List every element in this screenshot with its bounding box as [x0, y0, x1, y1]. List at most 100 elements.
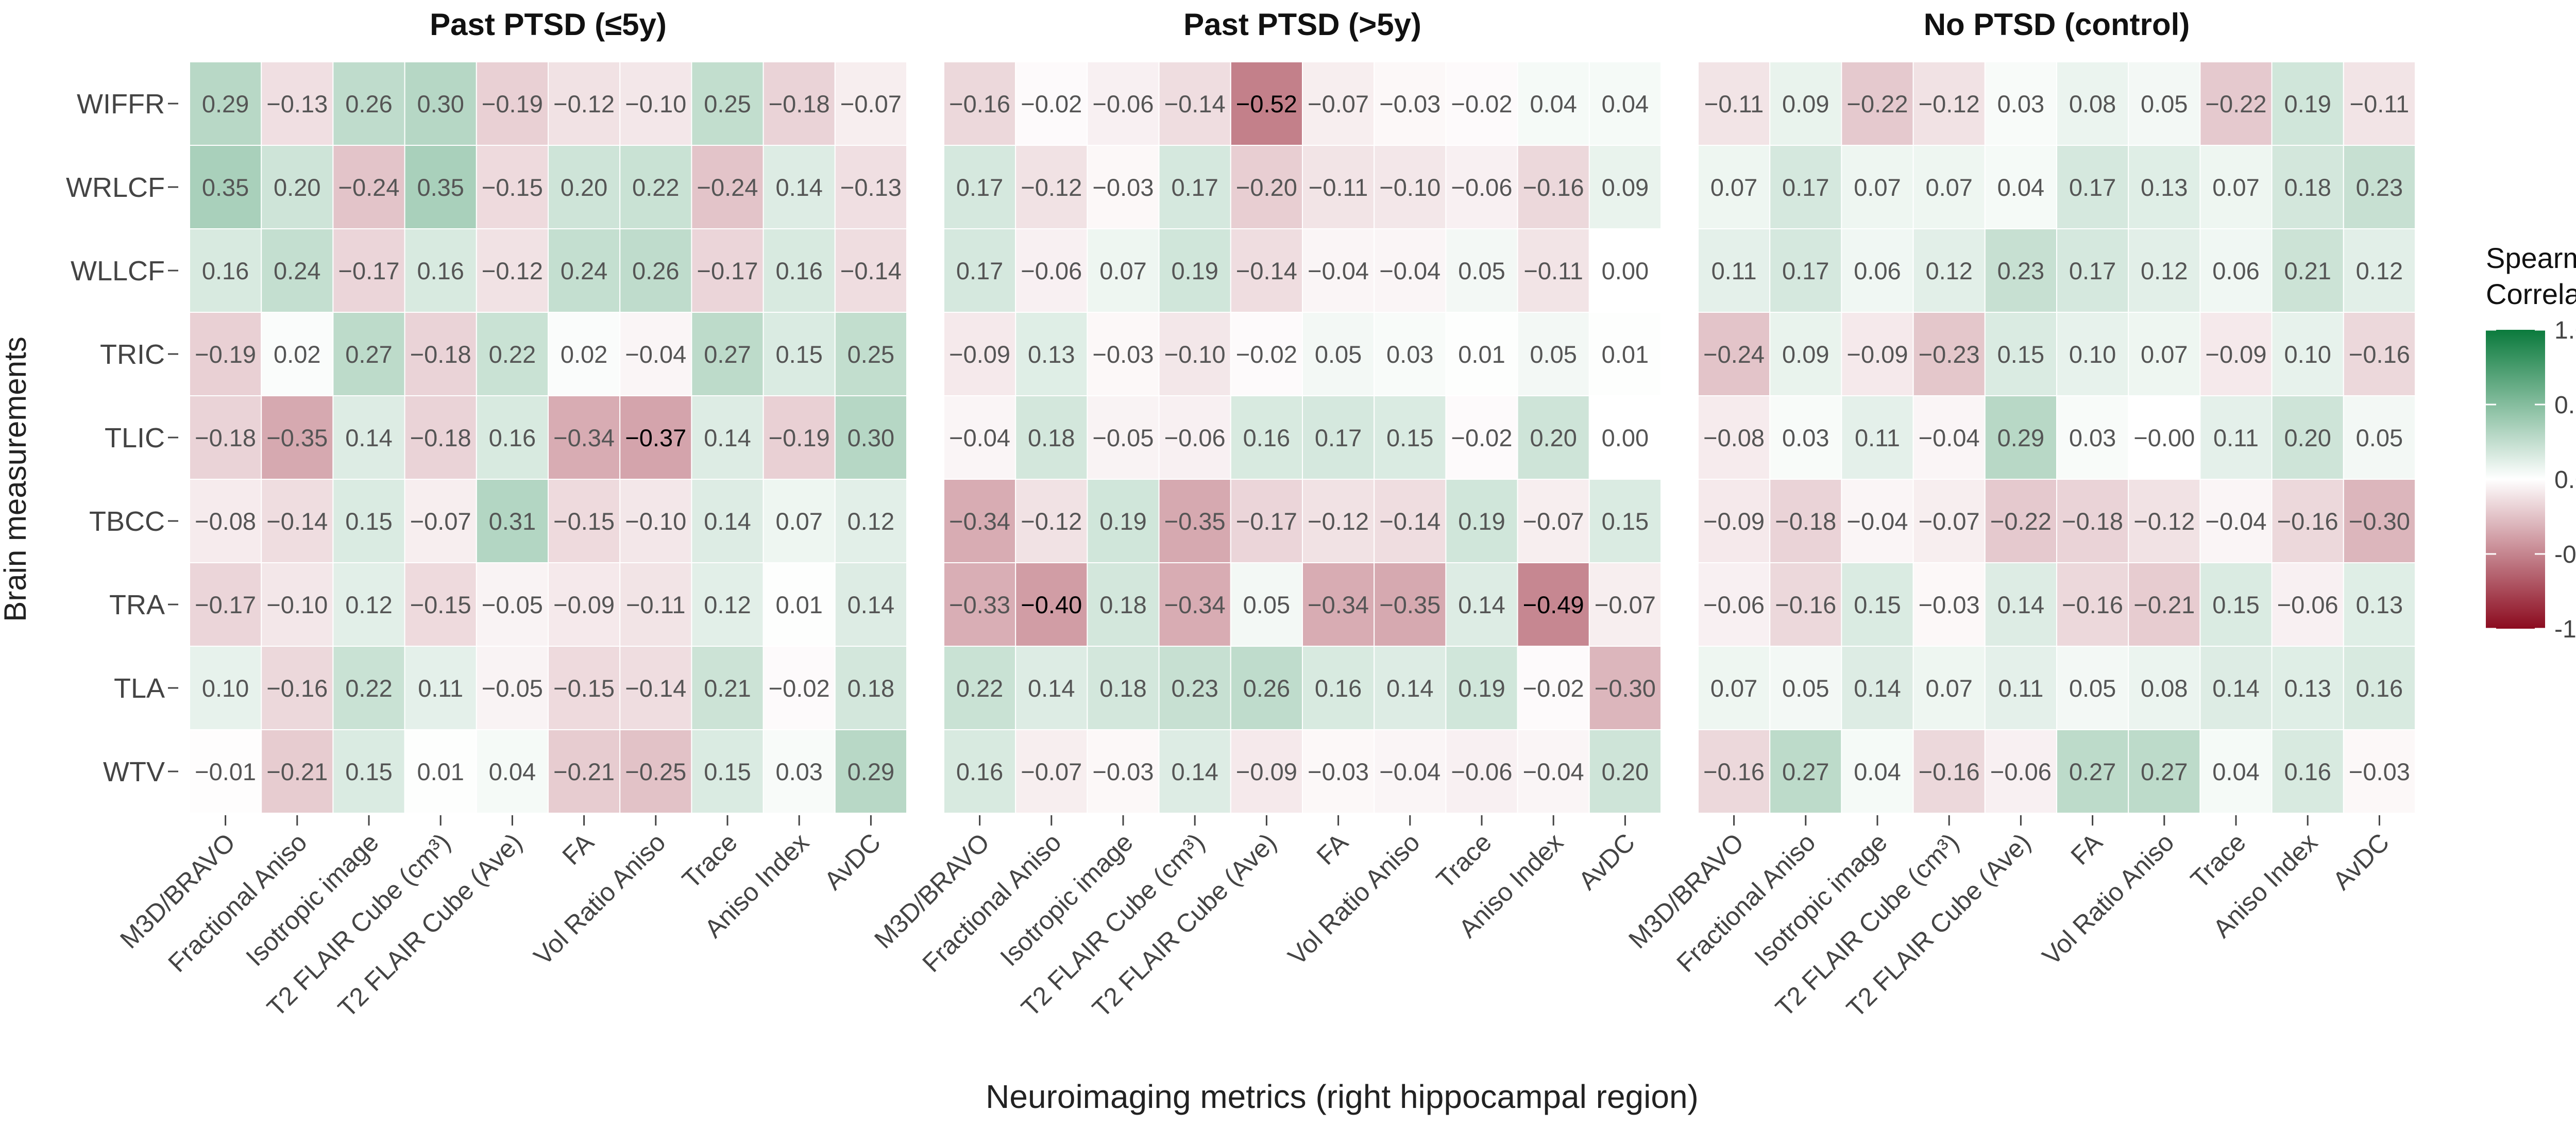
- cell-value-label: 0.13: [2141, 174, 2188, 201]
- column-label: Trace: [676, 828, 743, 894]
- heatmap-cell: [1445, 395, 1518, 480]
- heatmap-cell: [548, 312, 621, 396]
- heatmap-cell: [1769, 562, 1842, 647]
- heatmap-cell: [1015, 646, 1088, 730]
- heatmap-cell: [404, 562, 477, 647]
- heatmap-cell: [943, 729, 1016, 814]
- heatmap-cell: [1984, 395, 2058, 480]
- cell-value-label: −0.34: [1308, 591, 1369, 618]
- heatmap-cell: [332, 479, 405, 563]
- cell-value-label: 0.08: [2069, 90, 2116, 117]
- cell-value-label: 0.17: [956, 174, 1003, 201]
- heatmap-cell: [476, 312, 549, 396]
- heatmap-cell: [332, 145, 405, 229]
- cell-value-label: 0.12: [345, 591, 392, 618]
- cell-value-label: −0.08: [1703, 424, 1765, 451]
- heatmap-cell: [1087, 729, 1160, 814]
- cell-value-label: 0.17: [1315, 424, 1362, 451]
- cell-value-label: −0.00: [2133, 424, 2195, 451]
- cell-value-label: −0.22: [1847, 90, 1908, 117]
- cell-value-label: 0.04: [1997, 174, 2044, 201]
- y-axis-title: Brain measurements: [0, 337, 32, 622]
- cell-value-label: −0.07: [1308, 90, 1369, 117]
- cell-value-label: 0.19: [1458, 508, 1505, 535]
- cell-value-label: 0.10: [202, 675, 249, 702]
- cell-value-label: 0.20: [561, 174, 607, 201]
- cell-value-label: 0.14: [775, 174, 822, 201]
- panels-layer: WIFFRWRLCFWLLCFTRICTLICTBCCTRATLAWTVPast…: [66, 7, 2416, 1023]
- cell-value-label: 0.04: [489, 758, 536, 785]
- heatmap-cell: [1087, 228, 1160, 313]
- cell-value-label: 0.05: [2356, 424, 2403, 451]
- heatmap-cell: [1158, 312, 1231, 396]
- heatmap-cell: [2056, 145, 2129, 229]
- heatmap-cell: [2056, 479, 2129, 563]
- heatmap-cell: [1230, 395, 1303, 480]
- cell-value-label: 0.14: [1171, 758, 1218, 785]
- heatmap-cell: [1302, 228, 1375, 313]
- cell-value-label: −0.09: [553, 591, 615, 618]
- heatmap-cell: [762, 145, 836, 229]
- cell-value-label: −0.30: [2349, 508, 2410, 535]
- cell-value-label: −0.20: [1236, 174, 1297, 201]
- heatmap-cell: [691, 145, 764, 229]
- cell-value-label: 0.35: [417, 174, 464, 201]
- heatmap-cell: [2056, 646, 2129, 730]
- cell-value-label: 0.19: [2284, 90, 2331, 117]
- cell-value-label: 0.07: [1710, 675, 1757, 702]
- cell-value-label: 0.07: [1925, 174, 1972, 201]
- column-label: FA: [1311, 828, 1354, 870]
- heatmap-cell: [404, 145, 477, 229]
- heatmap-cell: [1374, 646, 1447, 730]
- cell-value-label: 0.15: [775, 341, 822, 368]
- cell-value-label: 0.06: [2212, 257, 2259, 284]
- heatmap-cell: [1588, 61, 1662, 146]
- cell-value-label: 0.14: [1458, 591, 1505, 618]
- heatmap-cell: [1841, 729, 1914, 814]
- panel-title: No PTSD (control): [1924, 7, 2190, 42]
- heatmap-cell: [1015, 479, 1088, 563]
- cell-value-label: 0.00: [1602, 257, 1649, 284]
- heatmap-cell: [1015, 729, 1088, 814]
- heatmap-cell: [943, 312, 1016, 396]
- heatmap-cell: [476, 479, 549, 563]
- heatmap-cell: [548, 479, 621, 563]
- heatmap-cell: [1087, 312, 1160, 396]
- cell-value-label: −0.09: [2206, 341, 2267, 368]
- cell-value-label: 0.27: [2069, 758, 2116, 785]
- heatmap-cell: [2128, 312, 2201, 396]
- cell-value-label: 0.07: [1099, 257, 1146, 284]
- cell-value-label: −0.07: [410, 508, 471, 535]
- heatmap-cell: [1445, 646, 1518, 730]
- heatmap-cell: [1698, 479, 1771, 563]
- cell-value-label: −0.10: [625, 508, 686, 535]
- cell-value-label: 0.14: [704, 508, 751, 535]
- heatmap-cell: [1841, 145, 1914, 229]
- cell-value-label: −0.04: [2206, 508, 2267, 535]
- cell-value-label: −0.11: [2350, 90, 2409, 117]
- cell-value-label: 0.15: [1602, 508, 1649, 535]
- cell-value-label: −0.08: [195, 508, 256, 535]
- cell-value-label: −0.15: [410, 591, 471, 618]
- heatmap-cell: [1517, 61, 1590, 146]
- heatmap-cell: [1302, 646, 1375, 730]
- heatmap-cell: [943, 61, 1016, 146]
- cell-value-label: −0.04: [625, 341, 686, 368]
- cell-value-label: −0.30: [1595, 675, 1656, 702]
- heatmap-cell: [834, 145, 908, 229]
- heatmap-cell: [1445, 145, 1518, 229]
- cell-value-label: −0.03: [1093, 174, 1154, 201]
- cell-value-label: 0.05: [2141, 90, 2188, 117]
- cell-value-label: −0.18: [410, 424, 471, 451]
- cell-value-label: −0.16: [1523, 174, 1584, 201]
- heatmap-cell: [1698, 562, 1771, 647]
- heatmap-cell: [619, 61, 692, 146]
- cell-value-label: 0.06: [1854, 257, 1901, 284]
- heatmap-cell: [2128, 479, 2201, 563]
- cell-value-label: −0.35: [266, 424, 328, 451]
- cell-value-label: −0.04: [1379, 758, 1440, 785]
- column-label: Isotropic image: [994, 828, 1138, 971]
- cell-value-label: −0.06: [2277, 591, 2338, 618]
- row-label-wrlcf: WRLCF: [66, 172, 165, 203]
